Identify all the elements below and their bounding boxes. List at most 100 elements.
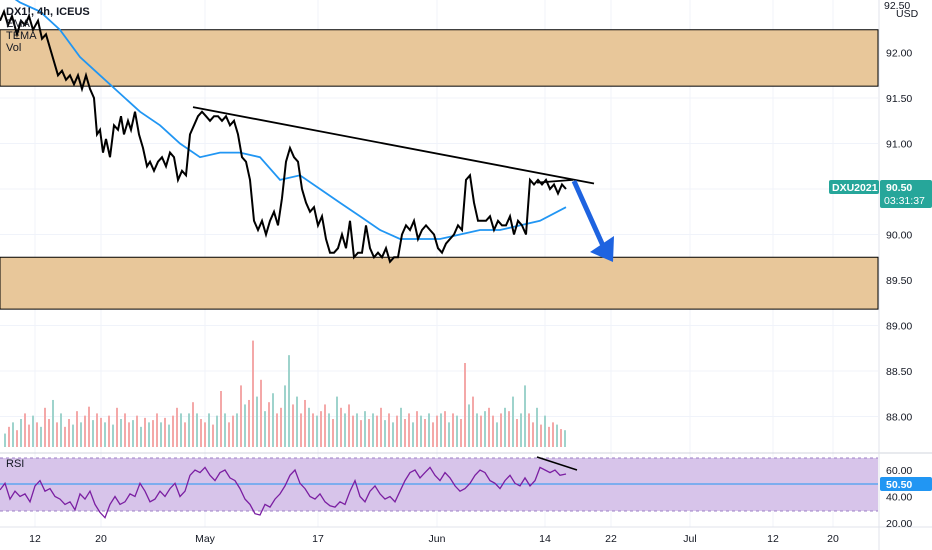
volume-bar [212,424,214,447]
volume-bar [512,396,514,447]
volume-bar [344,413,346,447]
volume-bar [76,411,78,447]
time-tick-label: 14 [539,533,551,545]
volume-bar [312,413,314,447]
time-tick-label: 12 [767,533,779,545]
volume-bar [420,415,422,447]
volume-bar [328,413,330,447]
volume-bar [560,429,562,447]
volume-bar [504,407,506,447]
volume-bar [396,415,398,447]
time-tick-label: 22 [605,533,617,545]
volume-bar [308,407,310,447]
volume-bar [140,426,142,447]
supply-demand-zones [0,29,879,310]
volume-bar [236,413,238,447]
volume-bar [548,426,550,447]
volume-bar [468,404,470,447]
volume-bar [480,415,482,447]
volume-bar [280,407,282,447]
volume-bar [244,404,246,447]
volume-bar [432,422,434,447]
volume-histogram [4,340,566,447]
rsi-line [0,466,567,519]
rsi-tick-label: 60.00 [886,465,912,477]
volume-bar [4,433,6,447]
volume-bar [552,422,554,447]
rsi-trendline[interactable] [536,456,578,471]
volume-bar [364,411,366,447]
volume-bar [44,407,46,447]
volume-bar [256,396,258,447]
volume-bar [220,391,222,447]
volume-bar [348,404,350,447]
legend-ema[interactable]: EMA [6,18,30,30]
volume-bar [144,417,146,447]
volume-bar [132,420,134,447]
volume-bar [124,413,126,447]
rsi-axis[interactable]: 60.00 40.00 20.00 [886,465,912,530]
volume-bar [12,422,14,447]
currency-label: USD [896,8,919,20]
volume-bar [180,413,182,447]
volume-bar [48,419,50,447]
volume-bar [356,413,358,447]
volume-bar [500,413,502,447]
symbol-legend[interactable]: DX1!, 4h, ICEUS EMA TEMA Vol [6,6,90,54]
volume-bar [360,420,362,447]
volume-bar [224,413,226,447]
price-tick-label: 90.00 [886,230,912,242]
volume-bar [404,419,406,447]
volume-bar [72,424,74,447]
price-tick-label: 91.50 [886,93,912,105]
volume-bar [392,422,394,447]
rsi-tick-label: 40.00 [886,492,912,504]
volume-bar [240,385,242,447]
time-tick-label: Jun [429,533,446,545]
volume-bar [268,402,270,447]
volume-bar [188,413,190,447]
volume-bar [20,419,22,447]
trendline-0 [192,106,595,185]
volume-bar [176,407,178,447]
volume-bar [324,404,326,447]
volume-bar [336,396,338,447]
volume-bar [304,399,306,447]
volume-bar [424,419,426,447]
volume-bar [260,379,262,447]
down-arrow-icon [571,179,614,262]
price-tag: DXU2021 90.50 03:31:37 [829,180,932,208]
volume-bar [28,424,30,447]
volume-bar [456,415,458,447]
price-axis[interactable]: 92.00 91.50 91.00 90.50 90.00 89.50 89.00 88.50… [886,48,912,424]
volume-bar [372,413,374,447]
volume-bar [232,415,234,447]
volume-bar [52,399,54,447]
volume-bar [484,411,486,447]
volume-bar [472,396,474,447]
volume-bar [320,411,322,447]
time-tick-label: 20 [827,533,839,545]
volume-bar [108,415,110,447]
zone-0 [0,29,879,87]
time-axis[interactable]: 12 20 May 17 Jun 14 22 Jul 12 20 [29,533,839,545]
price-tag-symbol: DXU2021 [832,182,878,194]
volume-bar [564,430,566,447]
volume-bar [536,407,538,447]
time-tick-label: 12 [29,533,41,545]
rsi-legend[interactable]: RSI [6,458,25,470]
legend-vol[interactable]: Vol [6,42,22,54]
time-tick-label: Jul [683,533,696,545]
volume-bar [80,422,82,447]
trendlines[interactable] [192,106,595,185]
volume-bar [112,424,114,447]
volume-bar [352,415,354,447]
volume-bar [16,430,18,447]
volume-bar [332,419,334,447]
volume-bar [316,415,318,447]
volume-bar [264,411,266,447]
volume-bar [288,355,290,447]
legend-tema[interactable]: TEMA [6,30,37,42]
symbol-line[interactable]: DX1!, 4h, ICEUS [6,6,90,18]
